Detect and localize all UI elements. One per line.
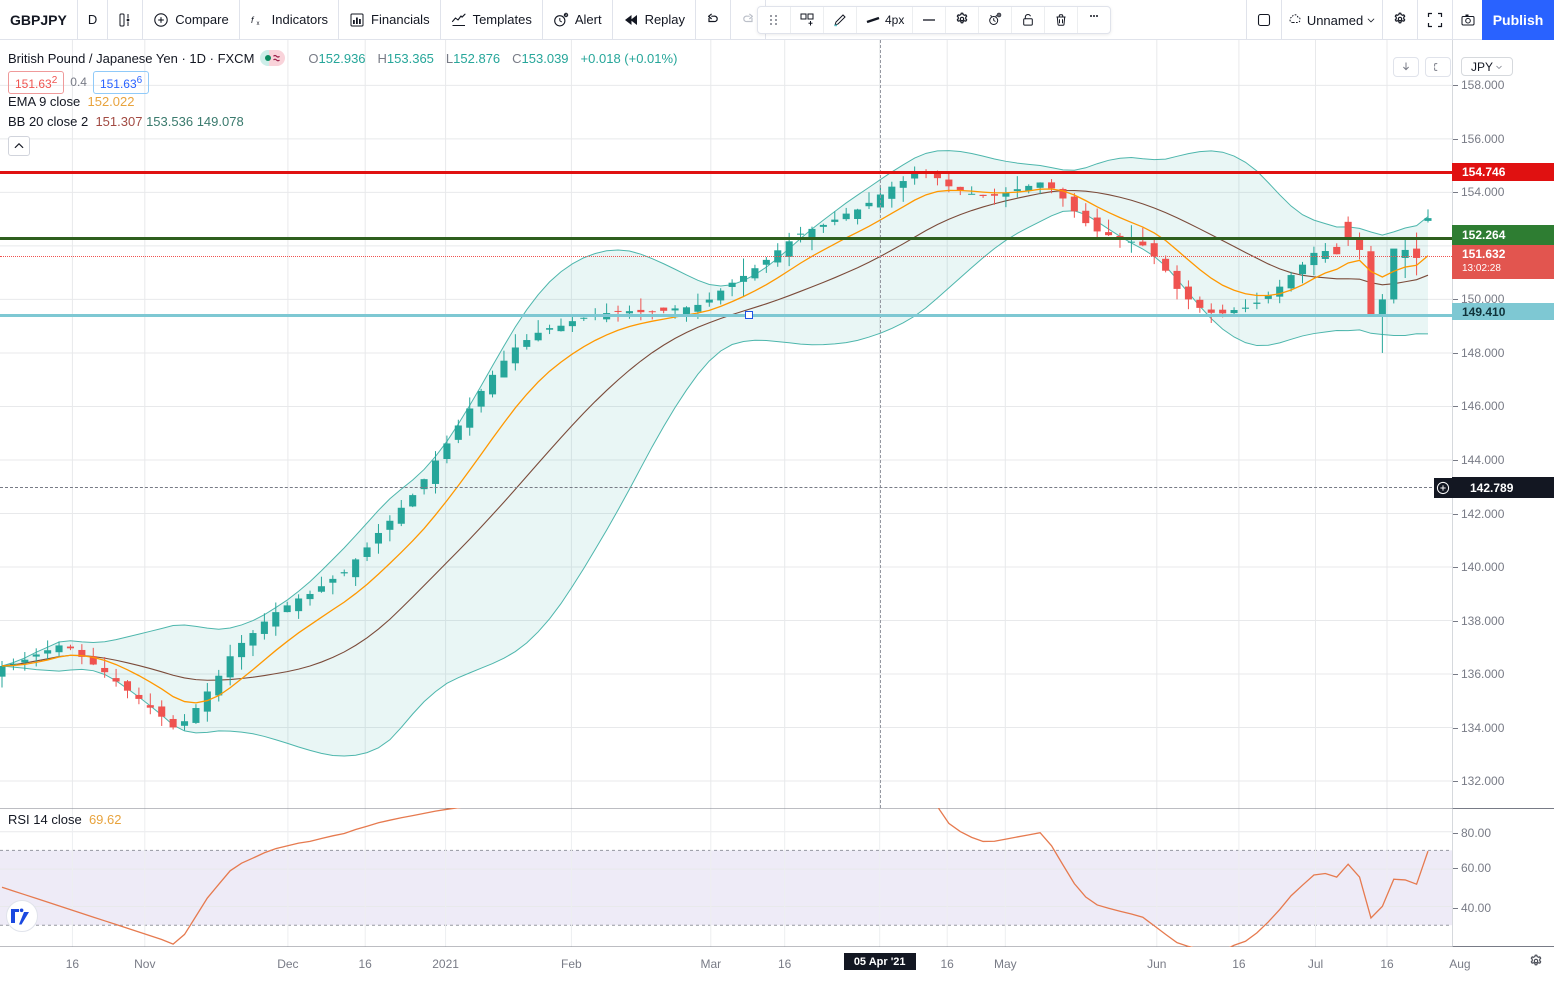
- svg-text:x: x: [256, 21, 259, 27]
- svg-text:f: f: [251, 15, 255, 25]
